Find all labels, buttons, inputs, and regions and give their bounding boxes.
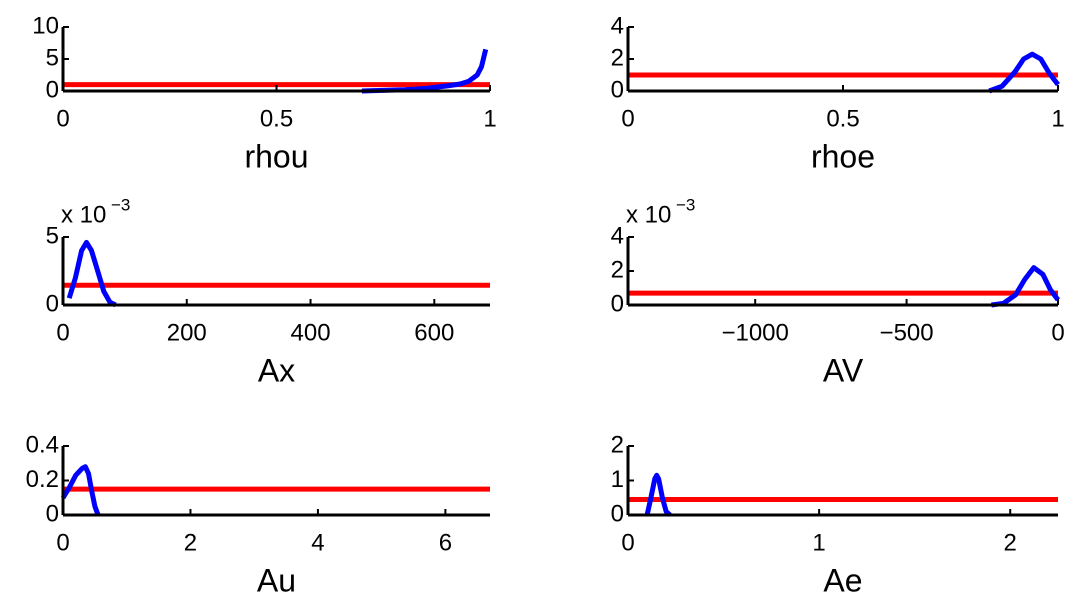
x-tick-label: 1 — [483, 105, 496, 132]
x-tick-label: 1 — [812, 529, 825, 556]
y-tick-label: 0 — [611, 500, 624, 527]
subplot: 0 0.2 0.4 0 2 4 6 Au — [26, 431, 490, 598]
y-exponent: −3 — [676, 195, 695, 214]
x-tick-label: 200 — [167, 319, 207, 346]
x-axis-label: Ae — [823, 562, 862, 598]
x-tick-label: 0 — [56, 529, 69, 556]
x-axis-label: AV — [823, 352, 864, 388]
y-tick-label: 4 — [611, 222, 624, 249]
x-tick-label: 2 — [184, 529, 197, 556]
y-tick-label: 0 — [611, 290, 624, 317]
x-tick-label: 0.5 — [826, 105, 859, 132]
data-line — [60, 464, 101, 516]
subplot: 0 5 0 200 400 600 Ax x 10 −3 — [46, 195, 490, 388]
x-tick-label: 4 — [311, 529, 324, 556]
y-tick-label: 2 — [611, 44, 624, 71]
x-tick-label: 0 — [621, 105, 634, 132]
x-tick-label: −1000 — [721, 319, 788, 346]
subplot: 0 2 4 0 0.5 1 rhoe — [611, 12, 1065, 174]
x-tick-label: 0.5 — [260, 105, 293, 132]
x-tick-label: 600 — [414, 319, 454, 346]
subplot: 0 2 4 −1000 −500 0 AV x 10 −3 — [611, 195, 1065, 388]
data-line — [991, 265, 1061, 308]
y-tick-label: 10 — [32, 12, 59, 39]
y-tick-label: 0 — [611, 76, 624, 103]
x-tick-label: 0 — [621, 529, 634, 556]
y-tick-label: 0 — [46, 290, 59, 317]
y-tick-label: 0.4 — [26, 431, 59, 458]
x-tick-label: 0 — [56, 105, 69, 132]
y-tick-label: 0.2 — [26, 466, 59, 493]
x-axis-label: rhou — [244, 138, 308, 174]
subplot: 0 5 10 0 0.5 1 rhou — [32, 12, 496, 174]
y-multiplier: x 10 — [626, 201, 671, 228]
x-axis-label: rhoe — [811, 138, 875, 174]
y-multiplier: x 10 — [61, 201, 106, 228]
y-tick-label: 2 — [611, 431, 624, 458]
y-tick-label: 5 — [46, 44, 59, 71]
x-tick-label: 400 — [291, 319, 331, 346]
y-tick-label: 5 — [46, 222, 59, 249]
y-tick-label: 1 — [611, 466, 624, 493]
y-tick-label: 2 — [611, 256, 624, 283]
data-line — [644, 472, 672, 517]
y-tick-label: 0 — [46, 76, 59, 103]
x-tick-label: 0 — [1051, 319, 1064, 346]
x-tick-label: 1 — [1051, 105, 1064, 132]
y-tick-label: 4 — [611, 12, 624, 39]
x-tick-label: 2 — [1004, 529, 1017, 556]
data-line — [66, 239, 117, 308]
x-tick-label: 0 — [56, 319, 69, 346]
data-line — [988, 51, 1060, 94]
x-axis-label: Ax — [258, 352, 295, 388]
x-tick-label: 6 — [439, 529, 452, 556]
y-tick-label: 0 — [46, 500, 59, 527]
x-axis-label: Au — [257, 562, 296, 598]
x-tick-label: −500 — [880, 319, 934, 346]
subplot: 0 1 2 0 1 2 Ae — [611, 431, 1058, 598]
y-exponent: −3 — [111, 195, 130, 214]
